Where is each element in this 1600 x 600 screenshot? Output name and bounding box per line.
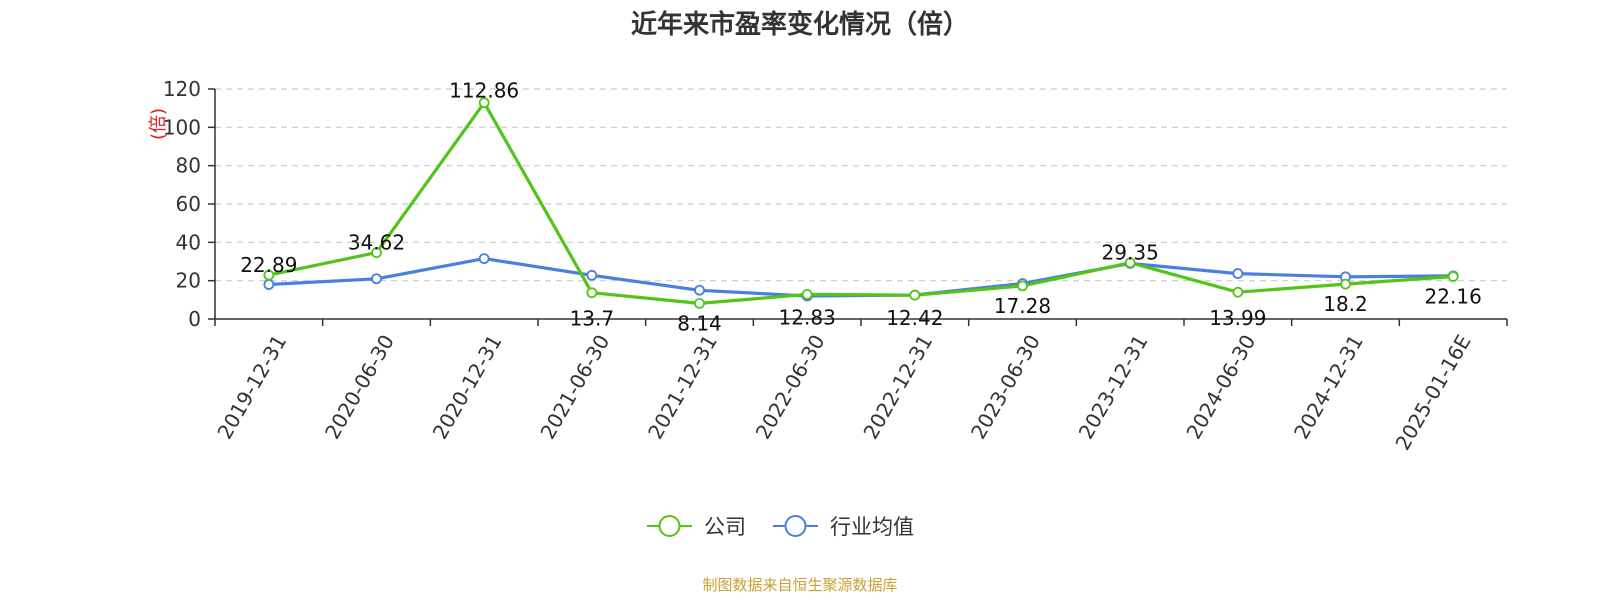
x-axis-ticks: 2019-12-31 2020-06-30 2020-12-31 2021-06-30…	[212, 319, 1508, 455]
y-axis-ticks: 0 20 40 60 80 100 120	[163, 77, 215, 331]
axes	[214, 89, 1507, 320]
x-tick-label: 2019-12-31	[212, 331, 291, 444]
data-label: 34.62	[348, 231, 405, 255]
y-tick-label-40: 40	[176, 230, 201, 254]
legend-item-0[interactable]: 公司	[647, 515, 746, 539]
series-0-point	[1124, 257, 1136, 269]
series-0-point	[263, 269, 275, 281]
legend[interactable]: 公司 行业均值	[647, 515, 914, 539]
gridlines	[215, 88, 1507, 282]
data-label: 12.83	[779, 305, 836, 329]
x-tick-label: 2022-12-31	[858, 330, 937, 443]
series-points	[263, 97, 1459, 309]
series-1-point	[586, 269, 598, 281]
series-lines	[268, 101, 1454, 305]
legend-swatch-circle	[658, 515, 681, 537]
x-tick-label: 2024-12-31	[1289, 331, 1368, 444]
legend-label: 公司	[704, 515, 746, 539]
y-tick-label-0: 0	[188, 307, 201, 331]
series-0-point	[371, 247, 382, 259]
data-source-note: 制图数据来自恒生聚源数据库	[702, 576, 897, 594]
x-tick-label: 2022-06-30	[751, 331, 830, 444]
chart-title: 近年来市盈率变化情况（倍）	[631, 9, 969, 40]
series-1-point	[263, 279, 275, 290]
x-tick-label: 2021-12-31	[643, 331, 722, 444]
data-label: 112.86	[449, 79, 519, 103]
y-tick-label-100: 100	[163, 115, 201, 139]
y-tick-label-120: 120	[163, 77, 201, 101]
data-label: 22.89	[240, 253, 297, 277]
series-0-point	[1232, 286, 1244, 298]
series-0-point	[478, 97, 490, 109]
x-tick-label: 2024-06-30	[1181, 331, 1260, 444]
series-0-point	[1340, 278, 1351, 290]
x-tick-label: 2020-12-31	[428, 330, 507, 443]
data-label: 29.35	[1102, 241, 1159, 265]
series-1-point	[478, 253, 490, 265]
series-0-point	[1447, 271, 1459, 282]
data-label: 13.7	[570, 307, 615, 331]
data-label: 18.2	[1323, 292, 1368, 316]
x-tick-label: 2021-06-30	[535, 331, 614, 444]
x-tick-label: 2023-12-31	[1074, 331, 1153, 444]
legend-item-1[interactable]: 行业均值	[773, 515, 914, 539]
data-label: 8.14	[677, 311, 722, 335]
data-label: 12.42	[886, 306, 943, 330]
y-tick-label-20: 20	[176, 269, 201, 293]
series-0-point	[586, 287, 598, 299]
data-labels: 22.89 34.62 112.86 13.7 8.14 12.83 12.42 17.28 2…	[240, 79, 1482, 336]
series-0-point	[801, 289, 813, 300]
x-tick-label: 2025-01-16E	[1390, 331, 1475, 455]
series-1-point	[371, 273, 382, 285]
y-axis-unit-label: (倍)	[148, 108, 169, 140]
data-label: 17.28	[994, 294, 1051, 318]
series-line-0	[268, 101, 1454, 305]
series-0-point	[694, 297, 705, 309]
data-label: 22.16	[1425, 285, 1482, 309]
legend-label: 行业均值	[830, 515, 914, 539]
series-1-point	[694, 284, 705, 296]
y-tick-label-60: 60	[176, 192, 201, 216]
legend-swatch-circle	[784, 515, 807, 537]
series-1-point	[1232, 268, 1244, 279]
series-0-point	[909, 289, 921, 301]
y-tick-label-80: 80	[176, 154, 201, 178]
x-tick-label: 2020-06-30	[320, 331, 399, 444]
data-label: 13.99	[1209, 306, 1266, 330]
series-0-point	[1017, 280, 1028, 292]
x-tick-label: 2023-06-30	[966, 331, 1045, 444]
